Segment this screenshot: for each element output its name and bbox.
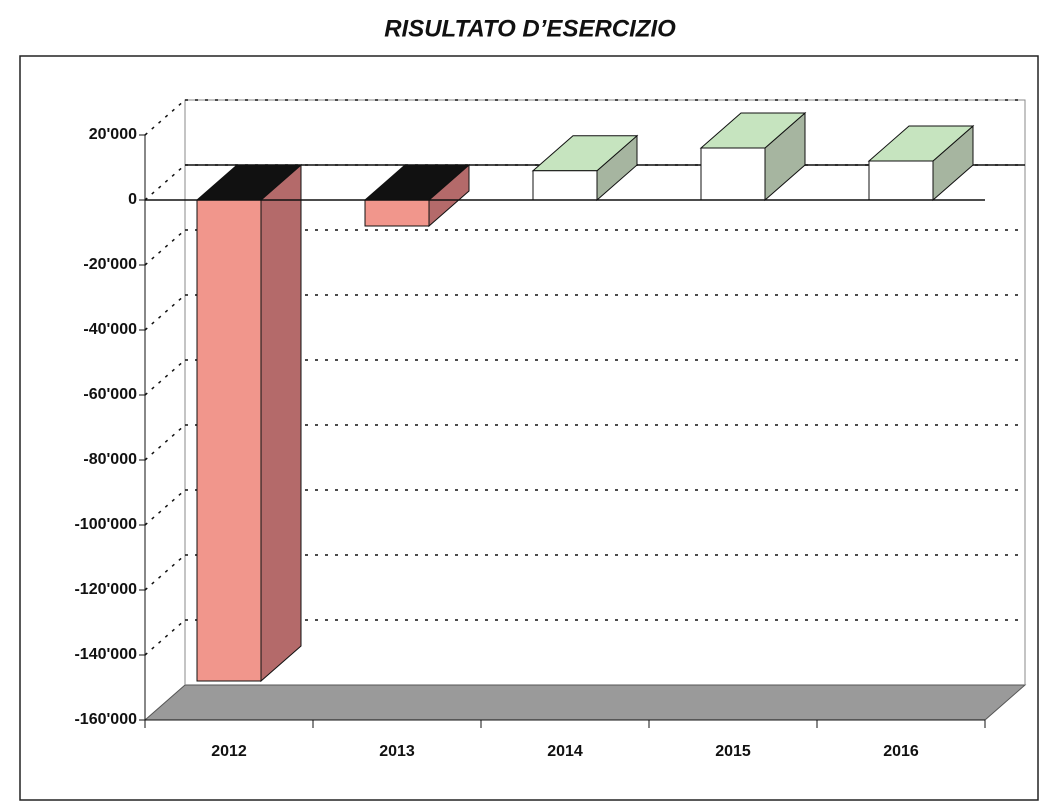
x-tick-label: 2014 [547, 743, 583, 760]
y-tick-label: 20'000 [89, 126, 137, 143]
bar [868, 160, 934, 201]
side-grid-line [144, 619, 186, 656]
bar [532, 170, 598, 201]
side-grid-line [144, 554, 186, 591]
y-tick-label: 0 [128, 191, 137, 208]
bar-side [260, 163, 302, 683]
side-grid-line [144, 99, 186, 136]
chart-title: RISULTATO D’ESERCIZIO [384, 15, 676, 42]
y-tick-label: -20'000 [83, 256, 137, 273]
y-tick-label: -80'000 [83, 451, 137, 468]
chart-frame [19, 55, 1039, 801]
bar [364, 199, 430, 227]
x-tick-label: 2015 [715, 743, 751, 760]
side-grid-line [144, 359, 186, 396]
side-grid-line [144, 294, 186, 331]
x-tick-label: 2016 [883, 743, 919, 760]
y-tick-label: -120'000 [74, 581, 137, 598]
x-tick-label: 2012 [211, 743, 247, 760]
side-grid-line [144, 489, 186, 526]
y-tick-label: -160'000 [74, 711, 137, 728]
side-grid-line [144, 229, 186, 266]
side-grid-line [144, 424, 186, 461]
bar [196, 199, 262, 682]
x-tick-label: 2013 [379, 743, 415, 760]
y-tick-label: -100'000 [74, 516, 137, 533]
y-tick-label: -140'000 [74, 646, 137, 663]
y-tick-label: -40'000 [83, 321, 137, 338]
y-tick-label: -60'000 [83, 386, 137, 403]
bar [700, 147, 766, 201]
floor [143, 684, 1027, 721]
side-grid-line [144, 164, 186, 201]
